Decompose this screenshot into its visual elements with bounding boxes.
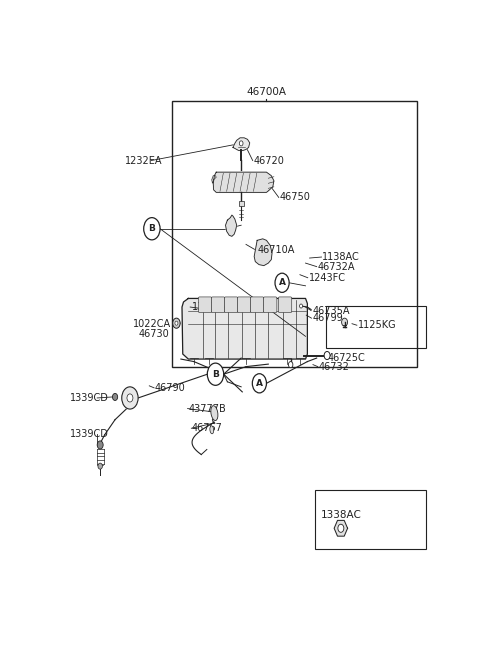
Text: 46720: 46720: [253, 155, 284, 165]
Text: 46732: 46732: [319, 361, 349, 372]
Text: 46725C: 46725C: [328, 353, 366, 363]
Text: B: B: [212, 370, 219, 379]
Circle shape: [173, 318, 180, 328]
Circle shape: [338, 524, 344, 532]
Circle shape: [300, 304, 302, 308]
Circle shape: [127, 394, 133, 402]
Text: 1022CA: 1022CA: [132, 319, 171, 329]
Circle shape: [275, 273, 289, 293]
FancyBboxPatch shape: [225, 297, 238, 313]
Circle shape: [144, 218, 160, 240]
Polygon shape: [212, 176, 216, 183]
Text: 46750: 46750: [279, 192, 311, 203]
FancyBboxPatch shape: [251, 297, 264, 313]
Circle shape: [324, 352, 330, 359]
Text: 1138AC: 1138AC: [322, 252, 360, 262]
Circle shape: [98, 463, 102, 469]
Text: 1339CD: 1339CD: [71, 393, 109, 403]
Circle shape: [175, 321, 178, 325]
Text: A: A: [256, 379, 263, 388]
Circle shape: [252, 374, 266, 393]
Circle shape: [207, 363, 224, 385]
Circle shape: [240, 141, 243, 146]
Text: 46732A: 46732A: [317, 262, 355, 272]
Polygon shape: [226, 215, 237, 236]
FancyBboxPatch shape: [264, 297, 277, 313]
Text: 46799: 46799: [312, 313, 343, 323]
Bar: [326, 306, 426, 348]
Bar: [239, 201, 244, 206]
Text: 1351GA: 1351GA: [192, 302, 231, 312]
FancyBboxPatch shape: [278, 297, 292, 313]
FancyBboxPatch shape: [198, 297, 212, 313]
Circle shape: [288, 361, 293, 367]
Circle shape: [97, 441, 103, 449]
Bar: [172, 102, 417, 367]
Text: 46710A: 46710A: [257, 245, 295, 255]
Text: A: A: [278, 278, 286, 287]
Text: B: B: [148, 224, 156, 234]
Text: 46790: 46790: [155, 383, 186, 393]
Ellipse shape: [211, 405, 218, 420]
Text: 46735A: 46735A: [312, 306, 350, 316]
Text: 46700A: 46700A: [246, 87, 287, 97]
Polygon shape: [213, 172, 274, 192]
Text: 1243FC: 1243FC: [309, 273, 346, 283]
Circle shape: [112, 394, 118, 400]
FancyBboxPatch shape: [238, 297, 251, 313]
Text: 43777B: 43777B: [188, 403, 226, 413]
Text: 46730: 46730: [138, 329, 169, 339]
Text: 1125KG: 1125KG: [358, 320, 396, 330]
Text: 1232EA: 1232EA: [125, 155, 163, 165]
Circle shape: [122, 387, 138, 409]
Polygon shape: [254, 239, 272, 266]
Text: 1338AC: 1338AC: [321, 510, 361, 520]
Text: 1339CD: 1339CD: [71, 429, 109, 439]
Ellipse shape: [210, 426, 214, 434]
Polygon shape: [182, 298, 307, 359]
Circle shape: [342, 318, 348, 326]
Polygon shape: [334, 520, 348, 536]
Text: 46767: 46767: [192, 423, 223, 433]
Bar: [315, 491, 426, 550]
Polygon shape: [233, 138, 250, 150]
FancyBboxPatch shape: [211, 297, 225, 313]
